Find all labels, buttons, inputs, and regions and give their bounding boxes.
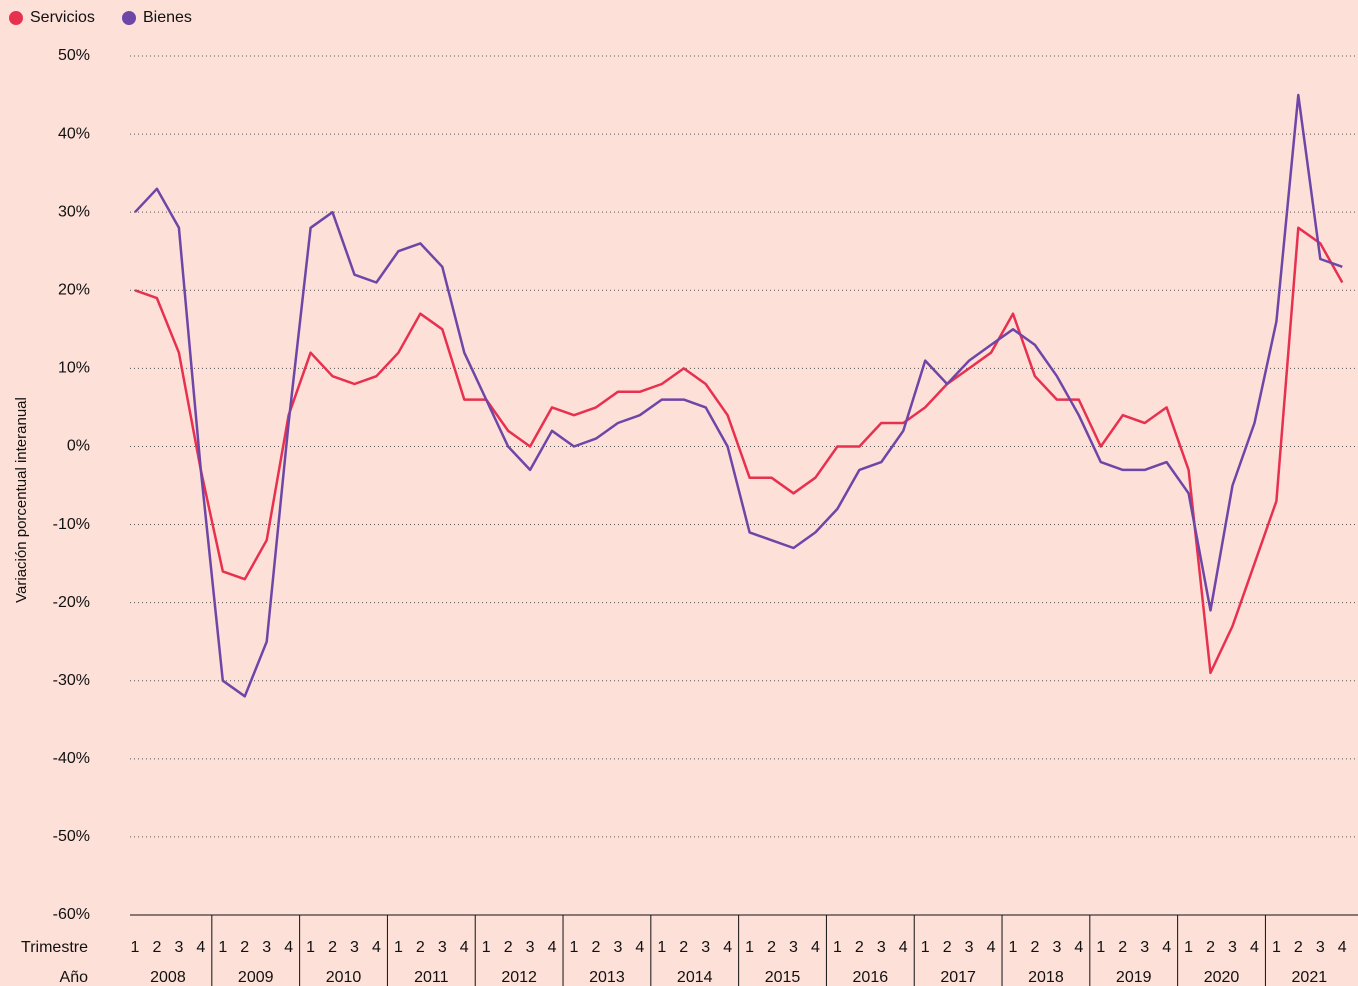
- x-tick-label: 4: [196, 939, 205, 956]
- quarter-axis-label: Trimestre: [21, 939, 88, 956]
- y-tick-label: 40%: [58, 125, 90, 142]
- legend-swatch: [122, 11, 136, 25]
- x-tick-label: 3: [877, 939, 886, 956]
- x-tick-label: 3: [438, 939, 447, 956]
- x-tick-label: 3: [1140, 939, 1149, 956]
- x-tick-label: 2: [1030, 939, 1039, 956]
- x-tick-label: 1: [1184, 939, 1193, 956]
- x-tick-label: 1: [1272, 939, 1281, 956]
- y-tick-label: 20%: [58, 281, 90, 298]
- x-tick-label: 2: [679, 939, 688, 956]
- x-tick-label: 3: [965, 939, 974, 956]
- x-tick-label: 4: [372, 939, 381, 956]
- x-tick-label: 3: [789, 939, 798, 956]
- y-tick-label: 30%: [58, 203, 90, 220]
- x-tick-label: 3: [526, 939, 535, 956]
- y-tick-label: -50%: [53, 828, 90, 845]
- x-tick-label: 1: [1096, 939, 1105, 956]
- x-tick-label: 2: [240, 939, 249, 956]
- x-tick-label: 1: [394, 939, 403, 956]
- x-tick-label: 2: [1294, 939, 1303, 956]
- year-axis-label: Año: [60, 969, 89, 986]
- year-label: 2010: [326, 969, 362, 986]
- x-tick-label: 1: [482, 939, 491, 956]
- x-tick-label: 2: [855, 939, 864, 956]
- x-tick-label: 3: [1316, 939, 1325, 956]
- x-tick-label: 1: [833, 939, 842, 956]
- x-tick-label: 1: [921, 939, 930, 956]
- x-tick-label: 4: [284, 939, 293, 956]
- x-tick-label: 2: [767, 939, 776, 956]
- x-tick-label: 2: [591, 939, 600, 956]
- year-label: 2008: [150, 969, 186, 986]
- x-tick-label: 1: [570, 939, 579, 956]
- legend-label: Bienes: [143, 9, 192, 26]
- x-tick-label: 3: [613, 939, 622, 956]
- x-tick-label: 2: [416, 939, 425, 956]
- x-tick-label: 4: [1162, 939, 1171, 956]
- x-tick-label: 4: [1338, 939, 1347, 956]
- x-tick-label: 3: [701, 939, 710, 956]
- year-label: 2017: [940, 969, 976, 986]
- x-tick-label: 3: [262, 939, 271, 956]
- x-tick-label: 2: [328, 939, 337, 956]
- year-label: 2011: [414, 969, 449, 986]
- y-tick-label: -30%: [53, 672, 90, 689]
- x-tick-label: 4: [811, 939, 820, 956]
- year-label: 2015: [765, 969, 801, 986]
- x-tick-label: 2: [1206, 939, 1215, 956]
- year-label: 2019: [1116, 969, 1152, 986]
- y-axis-label: Variación porcentual interanual: [13, 397, 30, 603]
- x-tick-label: 4: [723, 939, 732, 956]
- x-tick-label: 2: [504, 939, 513, 956]
- x-tick-label: 1: [131, 939, 140, 956]
- series-line: [134, 93, 1343, 698]
- x-tick-label: 4: [460, 939, 469, 956]
- x-tick-label: 4: [635, 939, 644, 956]
- x-tick-label: 2: [152, 939, 161, 956]
- x-tick-label: 3: [1052, 939, 1061, 956]
- year-label: 2018: [1028, 969, 1064, 986]
- y-tick-label: 50%: [58, 47, 90, 64]
- x-tick-label: 4: [899, 939, 908, 956]
- x-tick-label: 1: [745, 939, 754, 956]
- legend-label: Servicios: [30, 9, 95, 26]
- x-tick-label: 4: [1074, 939, 1083, 956]
- year-label: 2009: [238, 969, 274, 986]
- series-line: [134, 226, 1344, 675]
- x-tick-label: 2: [943, 939, 952, 956]
- x-tick-label: 3: [1228, 939, 1237, 956]
- legend-swatch: [9, 11, 23, 25]
- y-tick-label: -10%: [53, 516, 90, 533]
- y-tick-label: -20%: [53, 594, 90, 611]
- year-label: 2021: [1292, 969, 1328, 986]
- year-label: 2012: [501, 969, 537, 986]
- x-tick-label: 3: [174, 939, 183, 956]
- x-tick-label: 1: [1009, 939, 1018, 956]
- y-tick-label: 10%: [58, 360, 90, 377]
- y-tick-label: -60%: [53, 906, 90, 923]
- x-tick-label: 4: [548, 939, 557, 956]
- year-label: 2013: [589, 969, 625, 986]
- x-tick-label: 4: [1250, 939, 1259, 956]
- x-tick-label: 2: [1118, 939, 1127, 956]
- x-tick-label: 1: [306, 939, 315, 956]
- x-tick-label: 1: [218, 939, 227, 956]
- x-tick-label: 1: [657, 939, 666, 956]
- y-tick-label: 0%: [67, 438, 90, 455]
- year-label: 2020: [1204, 969, 1240, 986]
- year-label: 2016: [853, 969, 889, 986]
- x-tick-label: 4: [987, 939, 996, 956]
- year-label: 2014: [677, 969, 713, 986]
- x-tick-label: 3: [350, 939, 359, 956]
- y-tick-label: -40%: [53, 750, 90, 767]
